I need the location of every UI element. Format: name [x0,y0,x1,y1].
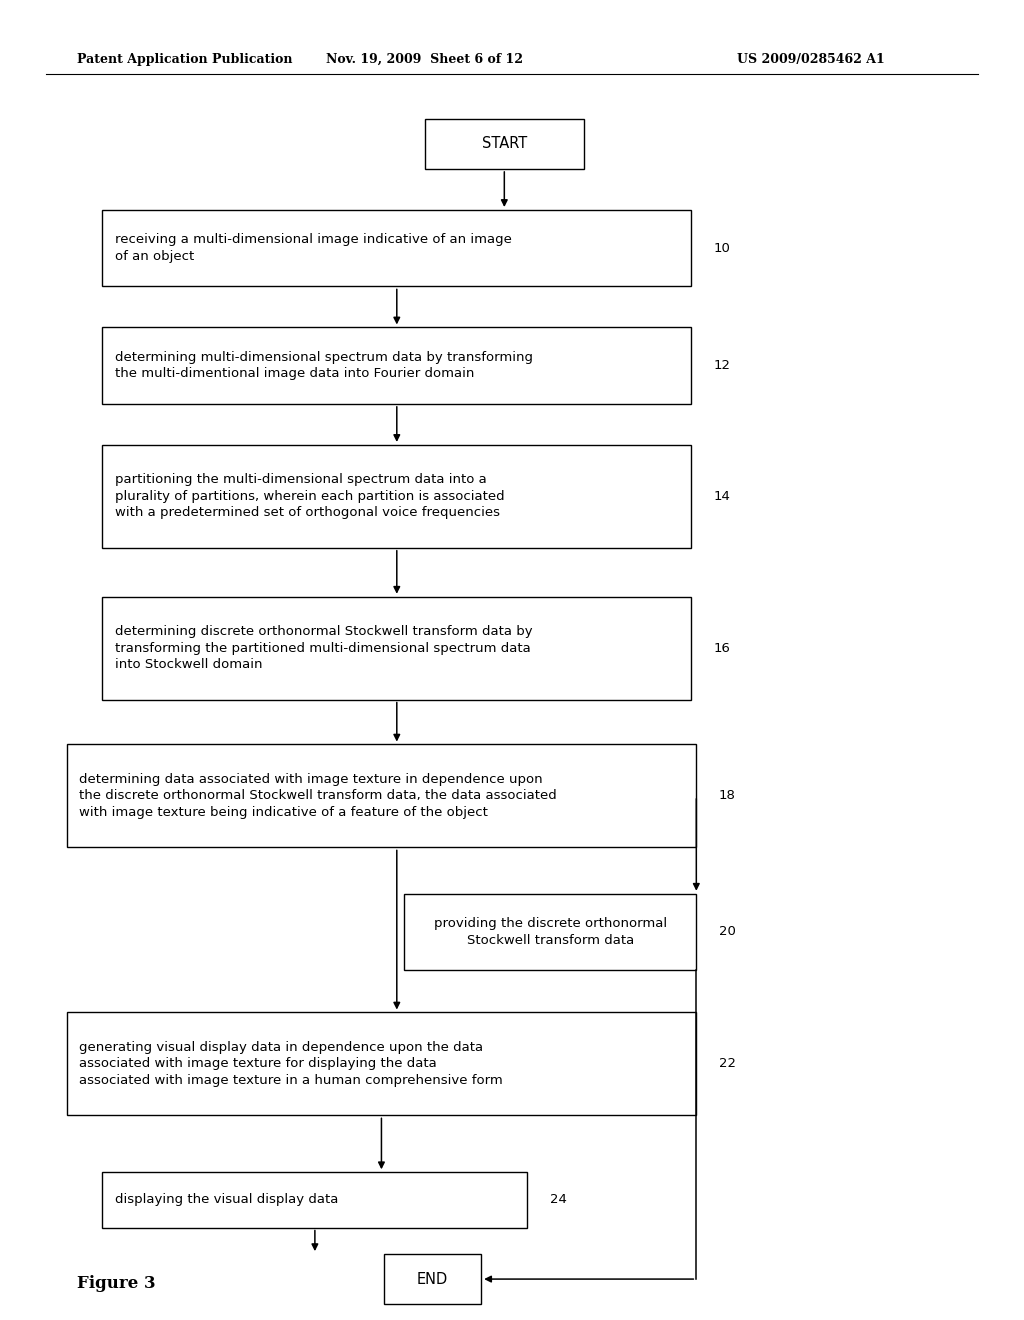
FancyBboxPatch shape [102,597,691,700]
Text: US 2009/0285462 A1: US 2009/0285462 A1 [737,53,885,66]
Text: 20: 20 [719,925,735,939]
Text: Patent Application Publication: Patent Application Publication [77,53,292,66]
FancyBboxPatch shape [102,210,691,286]
FancyBboxPatch shape [102,445,691,548]
Text: 18: 18 [719,789,735,803]
Text: providing the discrete orthonormal
Stockwell transform data: providing the discrete orthonormal Stock… [434,917,667,946]
Text: 16: 16 [714,642,730,655]
Text: determining discrete orthonormal Stockwell transform data by
transforming the pa: determining discrete orthonormal Stockwe… [115,626,532,671]
Text: 10: 10 [714,242,730,255]
Text: receiving a multi-dimensional image indicative of an image
of an object: receiving a multi-dimensional image indi… [115,234,512,263]
FancyBboxPatch shape [404,894,696,970]
FancyBboxPatch shape [102,1172,527,1228]
Text: determining multi-dimensional spectrum data by transforming
the multi-dimentiona: determining multi-dimensional spectrum d… [115,351,532,380]
FancyBboxPatch shape [67,1012,696,1115]
FancyBboxPatch shape [67,744,696,847]
Text: determining data associated with image texture in dependence upon
the discrete o: determining data associated with image t… [79,774,557,818]
Text: partitioning the multi-dimensional spectrum data into a
plurality of partitions,: partitioning the multi-dimensional spect… [115,474,504,519]
Text: Nov. 19, 2009  Sheet 6 of 12: Nov. 19, 2009 Sheet 6 of 12 [327,53,523,66]
FancyBboxPatch shape [425,119,584,169]
Text: START: START [481,136,527,152]
FancyBboxPatch shape [102,327,691,404]
Text: 22: 22 [719,1057,736,1071]
Text: 24: 24 [550,1193,566,1206]
Text: 12: 12 [714,359,731,372]
Text: END: END [417,1271,449,1287]
Text: displaying the visual display data: displaying the visual display data [115,1193,338,1206]
Text: generating visual display data in dependence upon the data
associated with image: generating visual display data in depend… [79,1041,503,1086]
Text: 14: 14 [714,490,730,503]
Text: Figure 3: Figure 3 [77,1275,156,1291]
FancyBboxPatch shape [384,1254,481,1304]
